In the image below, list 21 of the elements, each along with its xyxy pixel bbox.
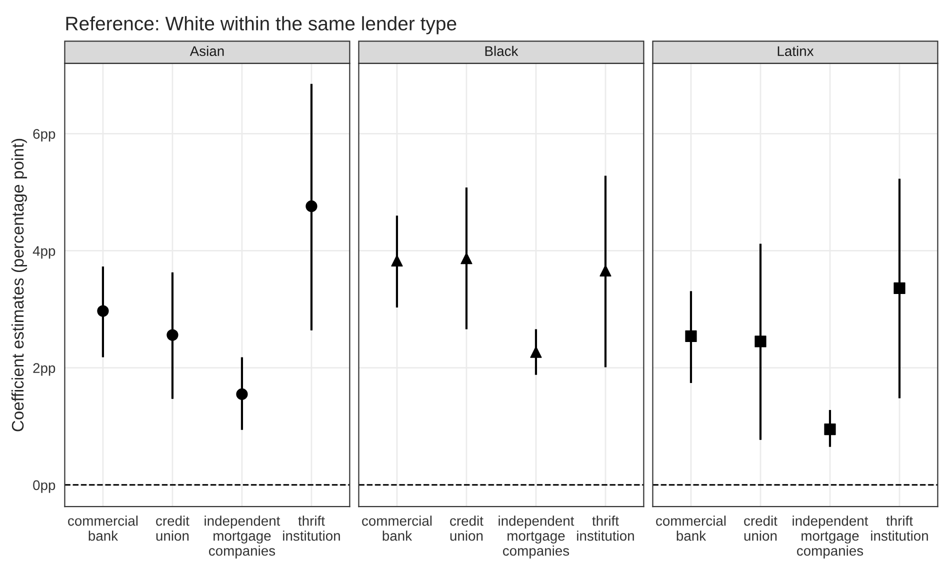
x-tick-label: commercial bank bbox=[656, 516, 726, 541]
x-tick-label: credit union bbox=[744, 516, 778, 541]
y-tick-label: 6pp bbox=[33, 128, 56, 142]
x-tick-label: commercial bank bbox=[68, 516, 138, 541]
x-tick-label: independent mortgage companies bbox=[498, 516, 574, 558]
y-tick-label: 0pp bbox=[33, 480, 56, 493]
x-tick-label: thrift institution bbox=[871, 516, 928, 541]
chart-subtitle: Asian bbox=[190, 46, 224, 56]
x-tick-label: commercial bank bbox=[362, 516, 432, 541]
x-tick-label: thrift institution bbox=[577, 516, 634, 541]
y-tick-label: 4pp bbox=[32, 246, 56, 259]
chart-subtitle: Black bbox=[485, 46, 518, 56]
x-tick-label: credit union bbox=[450, 516, 484, 541]
y-axis-title: Coefficient estimates (percentage point) bbox=[11, 138, 27, 432]
y-tick-label: 2pp bbox=[33, 363, 56, 376]
x-tick-label: thrift institution bbox=[283, 516, 340, 541]
x-tick-label: credit union bbox=[156, 516, 190, 541]
chart-subtitle: Latinx bbox=[778, 46, 814, 56]
x-tick-label: independent mortgage companies bbox=[792, 516, 868, 558]
chart-title: Reference: White within the same lender type bbox=[66, 16, 456, 34]
x-tick-label: independent mortgage companies bbox=[204, 516, 280, 558]
